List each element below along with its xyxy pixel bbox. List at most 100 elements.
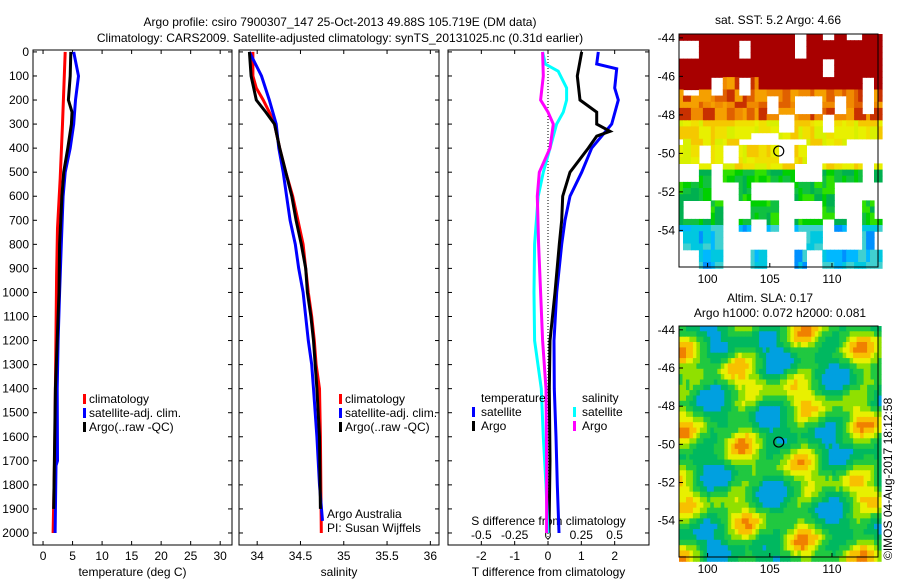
map-cell [762, 58, 768, 66]
map-cell [835, 545, 840, 552]
map-cell [679, 352, 684, 359]
map-cell [750, 126, 756, 134]
map-cell [696, 497, 701, 503]
map-cell [698, 64, 704, 72]
map-cell [754, 212, 760, 220]
legend-label: climatology [89, 392, 149, 406]
map-cell [710, 358, 715, 364]
map-cell [717, 427, 722, 434]
map-cell [810, 77, 815, 84]
x-tick-label: 0 [545, 549, 552, 563]
map-cell [839, 422, 844, 429]
map-cell [783, 555, 788, 562]
map-cell [853, 513, 858, 519]
map-cell [790, 326, 795, 332]
map-cell [699, 363, 704, 370]
map-cell [766, 342, 771, 348]
map-cell [877, 406, 882, 413]
map-cell [849, 518, 854, 525]
map-cell [860, 422, 865, 429]
map-cell [717, 502, 722, 509]
map-cell [834, 83, 839, 91]
map-cell [773, 374, 778, 380]
map-cell [853, 443, 858, 450]
map-cell [877, 395, 882, 402]
map-cell [713, 438, 718, 445]
map-cell [867, 443, 872, 450]
map-cell [835, 454, 840, 461]
map-cell [832, 368, 837, 375]
map-cell [780, 411, 785, 418]
map-cell [786, 95, 792, 103]
map-cell [878, 114, 883, 121]
map-cell [769, 550, 774, 557]
map-cell [870, 331, 875, 338]
map-cell [726, 40, 732, 47]
map-cell [830, 200, 835, 208]
map-cell [834, 126, 839, 134]
map-cell [694, 181, 700, 189]
map-cell [849, 326, 854, 332]
map-cell [727, 523, 732, 530]
map-cell [850, 83, 855, 91]
map-cell [807, 448, 812, 455]
map-cell [814, 416, 819, 423]
map-cell [774, 218, 780, 226]
map-cell [762, 545, 767, 552]
map-cell [825, 507, 830, 514]
map-cell [846, 379, 851, 386]
map-cell [814, 523, 819, 530]
map-cell [750, 249, 756, 257]
map-cell [826, 200, 831, 208]
map-cell [717, 395, 722, 402]
map-cell [703, 331, 708, 338]
map-cell [718, 107, 724, 115]
map-cell [863, 513, 868, 519]
map-cell [860, 336, 865, 343]
map-cell [818, 545, 823, 552]
map-cell [863, 545, 868, 552]
annotation-text: PI: Susan Wijffels [327, 521, 421, 535]
map-cell [773, 422, 778, 429]
map-cell [679, 438, 684, 445]
map-cell [692, 491, 697, 498]
map-cell [724, 406, 729, 413]
map-cell [790, 379, 795, 386]
map-cell [762, 126, 768, 134]
map-cell [780, 518, 785, 525]
map-cell [717, 363, 722, 370]
map-cell [703, 342, 708, 348]
map-cell [832, 326, 837, 332]
map-cell [850, 58, 855, 66]
map-cell [702, 175, 708, 183]
map-cell [738, 34, 744, 41]
map-cell [822, 89, 827, 97]
map-cell [814, 40, 819, 47]
map-cell [849, 374, 854, 380]
map-cell [738, 58, 744, 66]
map-cell [794, 151, 799, 158]
map-cell [814, 114, 819, 121]
map-cell [839, 336, 844, 343]
legend-group-title: salinity [582, 391, 619, 405]
map-cell [838, 58, 843, 66]
map-cell [679, 507, 684, 514]
map-cell [856, 545, 861, 552]
map-cell [783, 363, 788, 370]
map-cell [713, 523, 718, 530]
map-cell [686, 416, 691, 423]
map-cell [682, 529, 687, 535]
lat-tick-label: -48 [658, 399, 676, 413]
map-cell [878, 249, 883, 257]
map-cell [724, 507, 729, 514]
map-cell [769, 491, 774, 498]
map-cell [814, 555, 819, 562]
map-cell [720, 427, 725, 434]
map-cell [766, 336, 771, 343]
map-cell [748, 459, 753, 466]
map-cell [850, 175, 855, 183]
map-cell [754, 52, 760, 60]
map-cell [862, 237, 867, 245]
y-tick-label: 800 [9, 237, 29, 251]
map-cell [783, 513, 788, 519]
